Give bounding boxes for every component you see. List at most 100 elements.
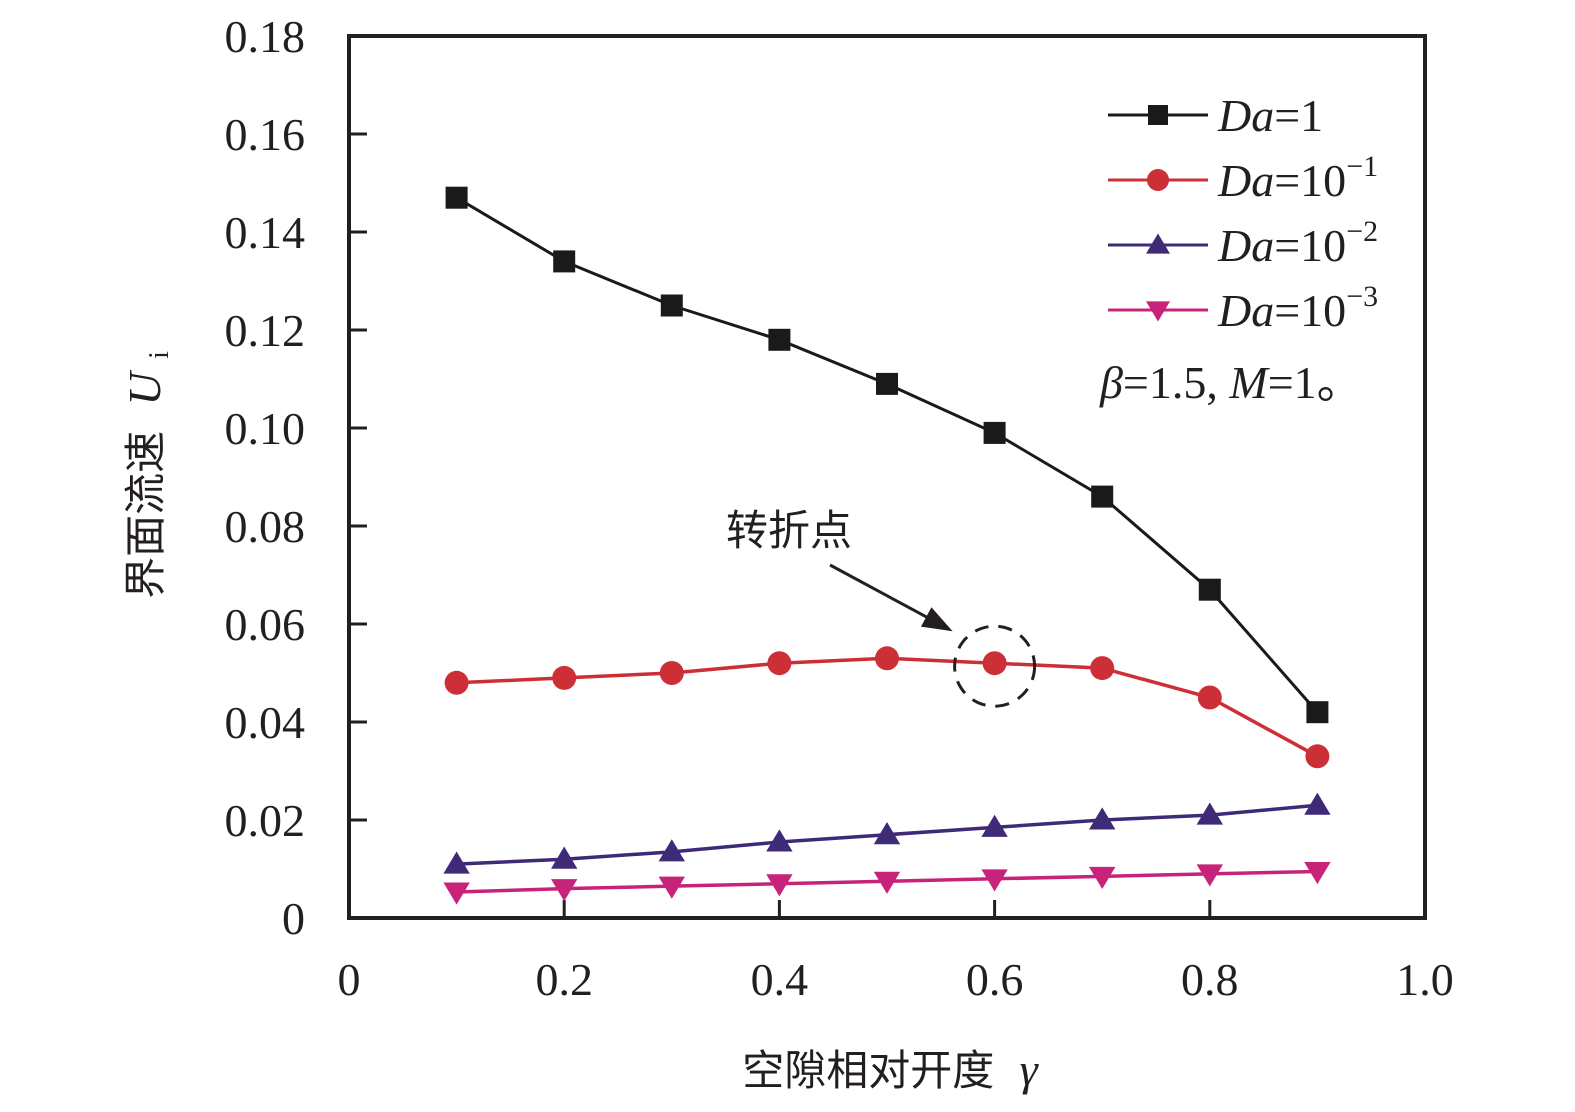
x-tick-label: 0.8: [1181, 954, 1239, 1005]
y-tick-label: 0.14: [225, 207, 306, 258]
x-tick-label: 0: [338, 954, 361, 1005]
data-point-series-1: [659, 661, 684, 685]
y-axis-title-symbol: U: [119, 370, 170, 406]
legend-item: Da=10−2: [1108, 215, 1378, 271]
data-point-series-1: [982, 651, 1007, 676]
data-point-series-2: [873, 822, 901, 845]
annotation-arrow-head-icon: [920, 607, 953, 632]
data-point-series-3: [1089, 866, 1116, 889]
data-point-series-2: [1196, 802, 1223, 825]
data-point-series-1: [444, 670, 469, 695]
series-line-1: [456, 656, 1319, 758]
data-point-series-3: [1196, 864, 1223, 887]
data-point-series-0: [1198, 578, 1221, 601]
y-axis-title-subscript: i: [144, 351, 175, 359]
legend-label: Da=10−1: [1217, 150, 1378, 206]
annotation-text: 转折点: [726, 506, 852, 555]
data-point-series-0: [445, 186, 468, 209]
y-tick-label: 0.16: [225, 109, 306, 160]
y-tick-label: 0.18: [225, 11, 306, 62]
y-tick-label: 0.08: [225, 501, 306, 552]
data-point-series-1: [875, 646, 899, 671]
data-point-series-0: [1306, 701, 1329, 724]
y-tick-label: 0.10: [225, 403, 306, 454]
parameters-note: β=1.5, M=1。: [1099, 357, 1363, 408]
data-point-series-3: [443, 882, 470, 905]
legend-label: Da=1: [1217, 90, 1323, 141]
legend-label-eq: =10: [1274, 220, 1346, 271]
data-point-series-3: [1304, 861, 1331, 885]
data-point-series-1: [1090, 656, 1115, 681]
legend-label: Da=10−2: [1217, 215, 1378, 271]
data-point-series-2: [443, 851, 470, 874]
data-point-series-2: [551, 846, 578, 869]
data-point-series-2: [1304, 792, 1331, 815]
data-point-series-0: [553, 250, 576, 273]
turning-point-annotation: 转折点: [726, 506, 1037, 708]
dashed-circle-highlight: [953, 624, 1037, 708]
data-point-series-0: [983, 421, 1006, 444]
x-axis-title: 空隙相对开度 γ: [742, 1044, 1039, 1095]
x-axis-ticks: 0 0.2 0.4 0.6 0.8 1.0: [338, 900, 1454, 1005]
legend-marker-icon: [1146, 301, 1170, 322]
data-point-series-1: [552, 665, 577, 690]
legend-label-exponent: −3: [1346, 280, 1378, 313]
legend-marker-icon: [1146, 233, 1170, 254]
legend-item: Da=10−1: [1108, 150, 1378, 206]
y-tick-label: 0: [282, 893, 305, 944]
param-beta-value: =1.5,: [1123, 357, 1229, 408]
y-tick-label: 0.06: [225, 599, 306, 650]
series-markers: [443, 186, 1331, 905]
data-point-series-2: [658, 839, 685, 862]
legend-label-var: Da: [1217, 220, 1274, 271]
param-beta-symbol: β: [1099, 357, 1123, 408]
legend-label-exponent: −1: [1346, 150, 1378, 183]
legend-marker-icon: [1147, 169, 1169, 191]
legend-marker-icon: [1148, 105, 1168, 125]
legend: Da=1Da=10−1Da=10−2Da=10−3β=1.5, M=1。: [1099, 90, 1378, 408]
plot-frame: [347, 34, 1427, 920]
series-lines: [455, 196, 1319, 894]
data-point-series-2: [1089, 807, 1116, 830]
x-tick-label: 0.2: [535, 954, 593, 1005]
annotation-arrow-line: [829, 563, 932, 621]
legend-item: Da=1: [1108, 90, 1323, 141]
y-tick-label: 0.02: [225, 795, 306, 846]
y-tick-label: 0.12: [225, 305, 306, 356]
x-tick-label: 1.0: [1396, 954, 1454, 1005]
legend-label-eq: =10: [1274, 285, 1346, 336]
legend-item: Da=10−3: [1108, 280, 1378, 336]
data-point-series-2: [766, 829, 793, 852]
data-point-series-1: [1197, 685, 1222, 710]
data-point-series-3: [766, 874, 793, 897]
data-point-series-0: [876, 372, 898, 395]
data-point-series-0: [768, 328, 791, 351]
legend-label-var: Da: [1217, 90, 1274, 141]
x-axis-title-symbol: γ: [1020, 1044, 1040, 1095]
x-tick-label: 0.4: [751, 954, 809, 1005]
y-axis-ticks: 0 0.02 0.04 0.06 0.08 0.10 0.12 0.14 0.16 0.18: [225, 11, 367, 944]
svg-text:界面流速 U i: 界面流速 U i: [119, 351, 175, 599]
plot-frame: [347, 34, 1427, 920]
data-point-series-0: [660, 294, 683, 317]
x-axis-title-text: 空隙相对开度: [742, 1046, 994, 1095]
legend-label-var: Da: [1217, 285, 1274, 336]
data-point-series-3: [873, 871, 901, 894]
param-m-value: =1。: [1268, 357, 1363, 408]
legend-label-exponent: −2: [1346, 215, 1378, 248]
legend-label-eq: =1: [1274, 90, 1323, 141]
data-point-series-1: [767, 651, 792, 676]
y-axis-title-text: 界面流速: [121, 431, 170, 599]
data-point-series-2: [981, 814, 1008, 837]
data-point-series-1: [1305, 744, 1330, 769]
y-axis-title: 界面流速 U i: [119, 351, 175, 599]
data-point-series-3: [551, 879, 578, 902]
x-tick-label: 0.6: [966, 954, 1024, 1005]
legend-label-var: Da: [1217, 155, 1274, 206]
y-tick-label: 0.04: [225, 697, 306, 748]
series-line-0: [455, 196, 1319, 714]
data-point-series-3: [981, 869, 1008, 892]
data-point-series-3: [658, 876, 685, 899]
data-point-series-0: [1091, 485, 1114, 508]
